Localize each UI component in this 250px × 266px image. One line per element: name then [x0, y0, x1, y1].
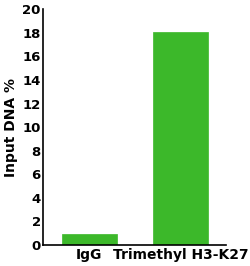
Y-axis label: Input DNA %: Input DNA % [4, 78, 18, 177]
Bar [153, 32, 208, 245]
Bar [62, 234, 117, 245]
